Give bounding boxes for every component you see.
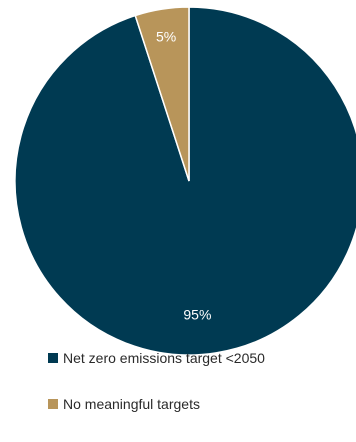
pie-label-net-zero: 95% — [183, 307, 211, 323]
legend-item-net-zero: Net zero emissions target <2050 — [48, 346, 265, 370]
pie-slice-labels: 95% 5% — [156, 29, 211, 323]
legend-swatch-no-targets — [48, 399, 58, 409]
legend-swatch-net-zero — [48, 353, 58, 363]
legend-label-net-zero: Net zero emissions target <2050 — [63, 350, 265, 366]
legend-item-no-targets: No meaningful targets — [48, 392, 265, 416]
legend-label-no-targets: No meaningful targets — [63, 396, 200, 412]
pie-slices — [14, 6, 356, 356]
pie-label-no-targets: 5% — [156, 29, 176, 45]
pie-slice-net-zero — [14, 6, 356, 356]
legend: Net zero emissions target <2050 No meani… — [48, 346, 265, 438]
pie-slice-no-targets — [134, 6, 190, 182]
